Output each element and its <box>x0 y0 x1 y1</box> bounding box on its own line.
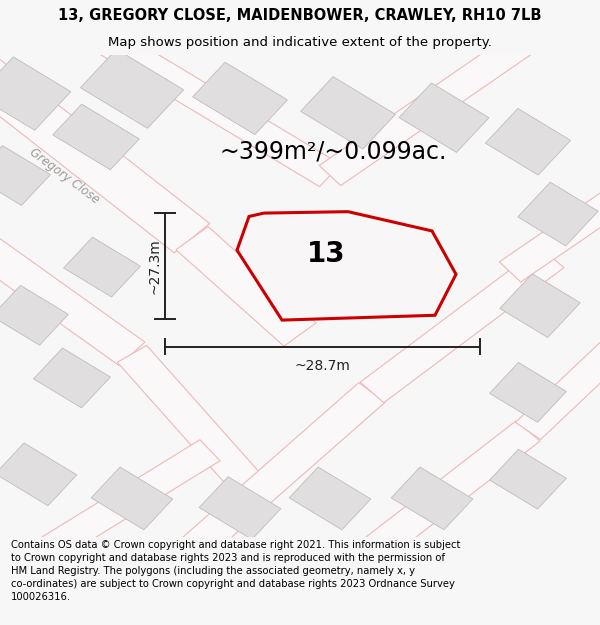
Polygon shape <box>91 467 173 530</box>
Polygon shape <box>0 443 77 506</box>
Polygon shape <box>301 77 395 149</box>
Polygon shape <box>0 146 50 206</box>
Polygon shape <box>176 226 316 346</box>
Polygon shape <box>167 382 385 571</box>
Polygon shape <box>499 180 600 282</box>
Polygon shape <box>80 49 184 128</box>
Polygon shape <box>80 20 340 187</box>
Polygon shape <box>500 274 580 338</box>
Polygon shape <box>199 477 281 539</box>
Polygon shape <box>0 50 210 253</box>
Polygon shape <box>0 286 68 345</box>
Polygon shape <box>391 467 473 530</box>
Polygon shape <box>348 421 540 571</box>
Polygon shape <box>0 57 71 130</box>
Polygon shape <box>118 346 266 498</box>
Text: 13: 13 <box>307 240 345 268</box>
Polygon shape <box>0 226 145 366</box>
Polygon shape <box>237 212 456 320</box>
Polygon shape <box>485 109 571 175</box>
Polygon shape <box>515 326 600 439</box>
Polygon shape <box>297 229 381 296</box>
Polygon shape <box>518 182 598 246</box>
Polygon shape <box>490 449 566 509</box>
Polygon shape <box>20 440 220 572</box>
Text: ~27.3m: ~27.3m <box>147 238 161 294</box>
Polygon shape <box>360 248 564 402</box>
Polygon shape <box>34 348 110 408</box>
Polygon shape <box>193 62 287 134</box>
Text: ~28.7m: ~28.7m <box>295 359 350 372</box>
Polygon shape <box>64 237 140 297</box>
Polygon shape <box>53 104 139 170</box>
Text: Map shows position and indicative extent of the property.: Map shows position and indicative extent… <box>108 36 492 49</box>
Polygon shape <box>399 83 489 152</box>
Text: Contains OS data © Crown copyright and database right 2021. This information is : Contains OS data © Crown copyright and d… <box>11 539 460 602</box>
Polygon shape <box>490 362 566 423</box>
Text: Gregory Close: Gregory Close <box>28 146 102 207</box>
Polygon shape <box>289 467 371 530</box>
Text: 13, GREGORY CLOSE, MAIDENBOWER, CRAWLEY, RH10 7LB: 13, GREGORY CLOSE, MAIDENBOWER, CRAWLEY,… <box>58 8 542 23</box>
Text: ~399m²/~0.099ac.: ~399m²/~0.099ac. <box>220 139 446 164</box>
Polygon shape <box>319 21 551 186</box>
